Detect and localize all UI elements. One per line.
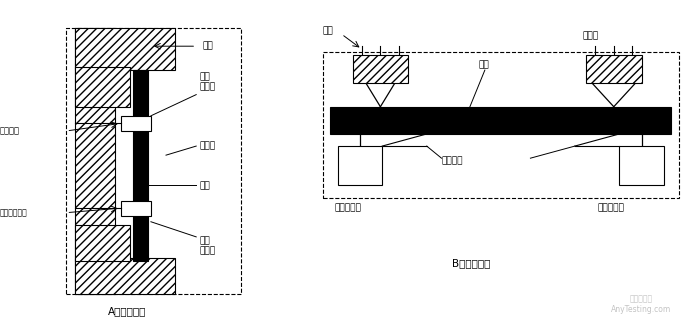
Bar [353, 55, 408, 83]
Bar [75, 225, 130, 261]
Bar [619, 146, 664, 186]
Text: 检测
换能器: 检测 换能器 [199, 72, 215, 91]
Bar [331, 107, 671, 134]
Bar [121, 201, 151, 216]
Text: 夹具: 夹具 [202, 42, 213, 51]
Text: A）悬臂梁法: A）悬臂梁法 [108, 307, 146, 316]
Bar [586, 55, 641, 83]
Bar [75, 28, 115, 294]
Bar [75, 258, 175, 294]
Text: 恒温箱: 恒温箱 [199, 141, 215, 151]
Text: 至放大器: 至放大器 [0, 126, 20, 136]
Bar [67, 28, 241, 294]
Text: 试样: 试样 [199, 181, 210, 190]
Bar [323, 52, 678, 197]
Bar [75, 28, 175, 70]
Text: 激励
换能器: 激励 换能器 [199, 236, 215, 256]
Text: 嘉峪检测网
AnyTesting.com: 嘉峪检测网 AnyTesting.com [611, 294, 672, 314]
Text: 检测换能器: 检测换能器 [597, 204, 624, 213]
Bar [75, 67, 130, 107]
Text: 恒温箱: 恒温箱 [582, 31, 598, 40]
Text: 悬线: 悬线 [323, 27, 333, 36]
Bar [338, 146, 382, 186]
Text: 激励换能器: 激励换能器 [334, 204, 361, 213]
Text: B）自由梁法: B）自由梁法 [452, 258, 490, 268]
Bar [121, 116, 151, 131]
Bar [133, 70, 148, 261]
Text: 至信号发生器: 至信号发生器 [0, 208, 27, 217]
Text: 试样: 试样 [479, 60, 489, 69]
Text: 振动节点: 振动节点 [442, 157, 463, 166]
